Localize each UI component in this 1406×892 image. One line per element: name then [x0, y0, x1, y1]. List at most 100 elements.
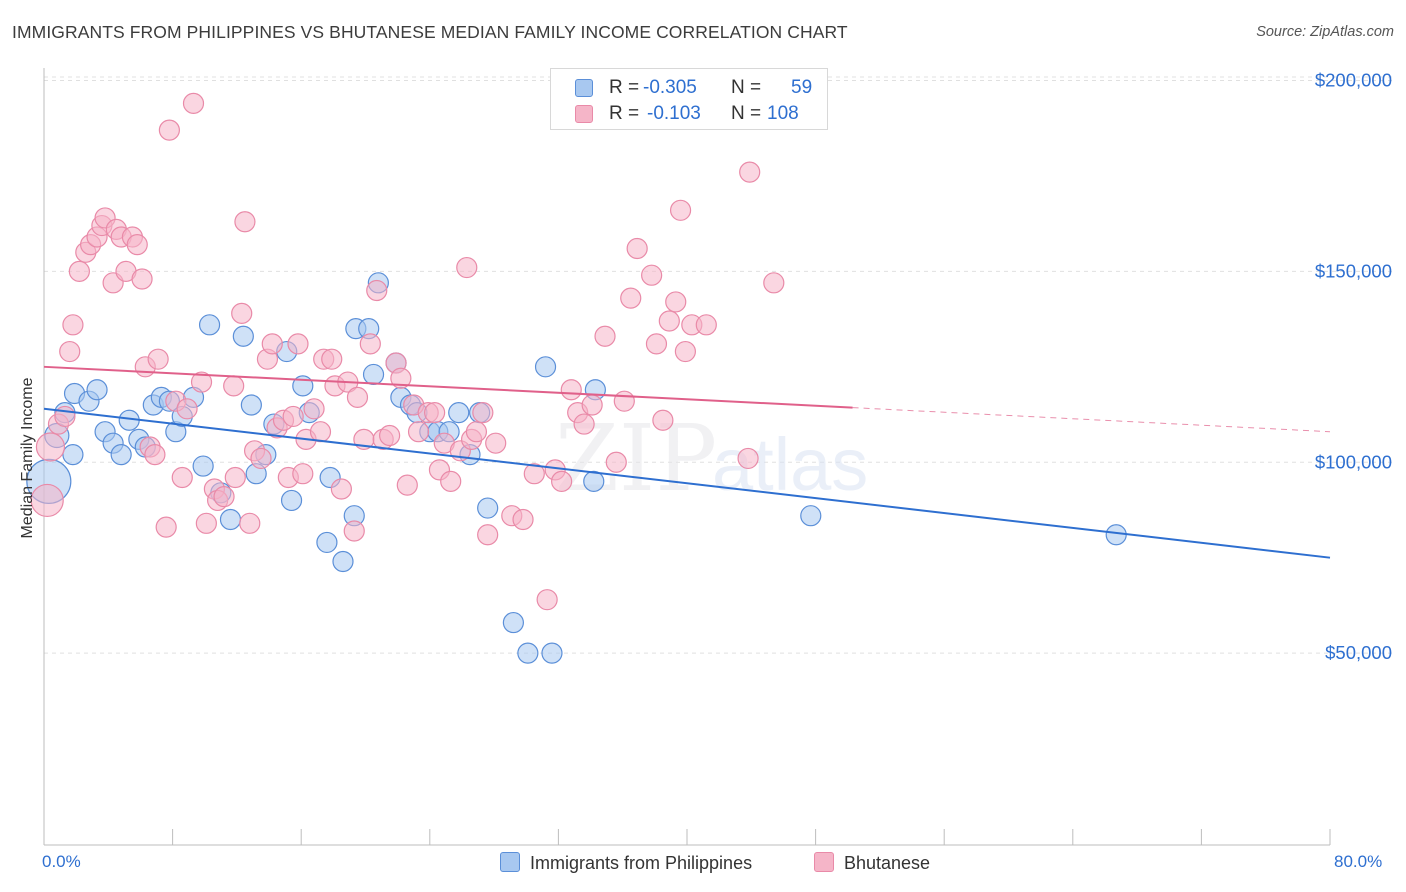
data-point [485, 432, 507, 454]
data-point [59, 340, 81, 363]
data-point [62, 314, 84, 336]
data-point [551, 470, 573, 492]
data-point [131, 268, 153, 290]
data-point [390, 367, 412, 389]
trend-line-bhutanese [43, 365, 853, 409]
data-point [763, 272, 785, 294]
data-point [316, 531, 338, 554]
watermark-atlas: atlas [712, 423, 868, 506]
series-philippines-points [26, 272, 1127, 664]
stats-row-philippines: R = -0.305 N = 59 [551, 75, 827, 103]
data-point [359, 333, 381, 355]
philippines-swatch [575, 79, 593, 97]
data-point [213, 486, 235, 508]
data-point [240, 394, 262, 416]
data-point [396, 474, 418, 496]
data-point [440, 470, 462, 492]
data-point [110, 444, 132, 466]
data-point [182, 92, 205, 115]
y-tick-label: $200,000 [1315, 70, 1392, 91]
data-point [224, 466, 246, 489]
data-point [1105, 524, 1127, 546]
chart-title: IMMIGRANTS FROM PHILIPPINES VS BHUTANESE… [12, 22, 848, 42]
series-legend: Immigrants from Philippines Bhutanese [0, 852, 1406, 878]
data-point [292, 463, 314, 485]
data-point [534, 356, 557, 378]
data-point [613, 390, 635, 412]
trend-lines [43, 365, 1331, 559]
data-point [261, 333, 283, 355]
data-point [287, 333, 309, 355]
r-label: R = [609, 77, 640, 98]
n-label: N = [731, 77, 762, 98]
x-tick-min: 0.0% [42, 852, 81, 871]
y-tick-label: $100,000 [1315, 451, 1392, 472]
data-point [674, 340, 696, 363]
data-point [472, 402, 494, 424]
data-point [86, 379, 108, 401]
bhutanese-legend-swatch [814, 852, 834, 872]
stats-row-bhutanese: R = -0.103 N = 108 [551, 101, 827, 129]
data-point [232, 325, 254, 347]
data-point [465, 421, 488, 443]
y-axis-label: Median Family Income [19, 377, 36, 539]
trend-line-philippines [43, 407, 1331, 559]
data-point [379, 424, 401, 447]
data-point [195, 512, 217, 534]
data-point [126, 234, 148, 256]
legend-label-bhutanese: Bhutanese [844, 853, 931, 873]
r-value: -0.305 [643, 77, 697, 98]
data-point [250, 447, 272, 470]
data-point [176, 398, 198, 420]
gridlines [44, 76, 1392, 654]
data-point [155, 516, 177, 538]
r-label: R = [609, 103, 640, 124]
data-point [332, 550, 354, 573]
data-point [665, 291, 687, 313]
data-point [512, 508, 534, 531]
data-point [219, 508, 242, 531]
r-value: -0.103 [647, 103, 701, 124]
data-point [560, 379, 582, 401]
data-point [541, 642, 563, 664]
x-tick-max: 80.0% [1334, 852, 1383, 871]
data-point [192, 455, 214, 477]
data-point [280, 489, 303, 512]
series-bhutanese-points [30, 92, 785, 611]
data-point [223, 375, 245, 397]
data-point [190, 371, 213, 393]
source-credit: Source: ZipAtlas.com [1256, 24, 1394, 40]
data-point [800, 505, 822, 527]
stats-legend: R = -0.305 N = 59 R = -0.103 N = 108 [550, 68, 828, 130]
trend-line-bhutanese-extension [852, 407, 1331, 433]
legend-label-philippines: Immigrants from Philippines [530, 853, 753, 873]
data-point [158, 119, 180, 141]
data-point [669, 199, 692, 221]
data-point [231, 302, 253, 324]
data-point [573, 413, 595, 435]
data-point [652, 409, 674, 431]
legend-item-philippines: Immigrants from Philippines [500, 852, 752, 874]
data-point [234, 211, 256, 233]
data-point [448, 402, 470, 424]
data-point [583, 470, 605, 492]
data-point [198, 314, 221, 336]
data-point [739, 161, 761, 183]
data-point [282, 405, 304, 428]
data-point [309, 421, 332, 443]
watermark: ZIP atlas [555, 405, 868, 512]
data-point [645, 333, 668, 355]
data-point [502, 611, 524, 634]
data-point [424, 402, 446, 424]
data-point [477, 524, 499, 546]
philippines-legend-swatch [500, 852, 520, 872]
data-point [605, 451, 627, 473]
data-point [536, 589, 558, 611]
data-point [321, 348, 343, 370]
data-point [407, 421, 430, 443]
data-point [366, 279, 388, 302]
data-point [144, 444, 166, 466]
n-value: 108 [767, 103, 799, 124]
data-point [626, 237, 648, 260]
